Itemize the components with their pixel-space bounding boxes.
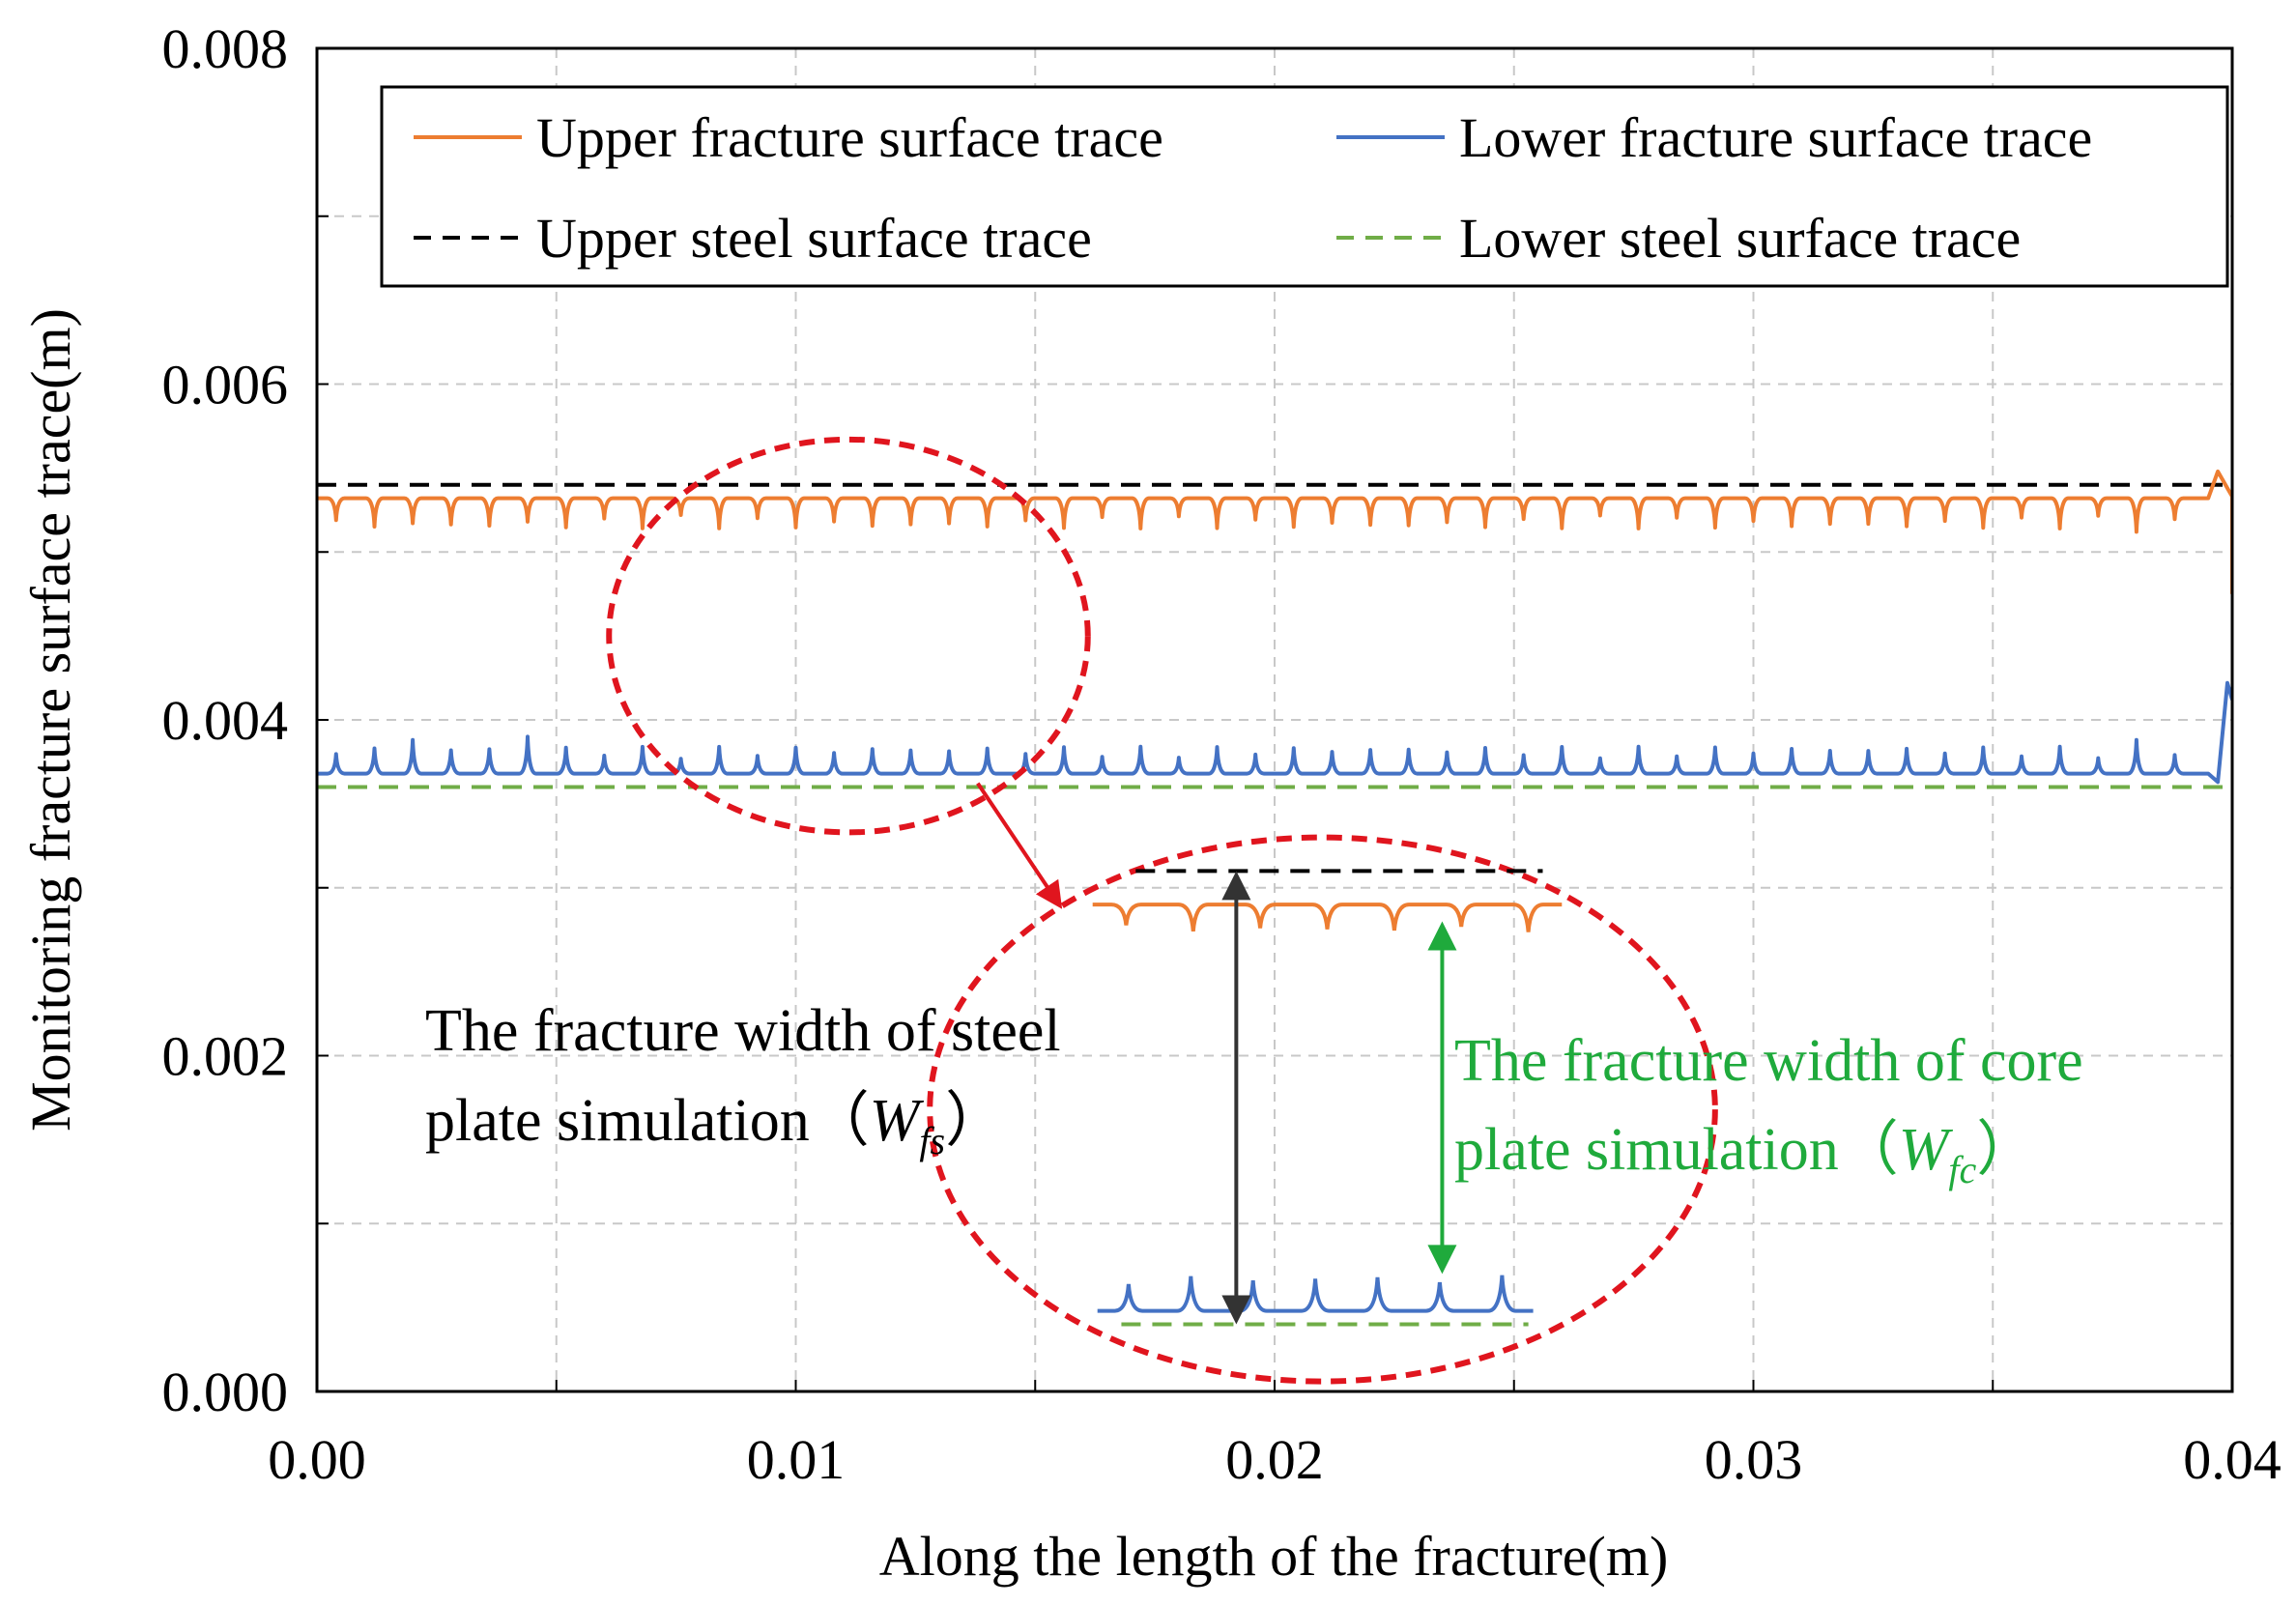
y-ticks: 0.000 0.002 0.004 0.006 0.008 (162, 17, 329, 1423)
y-tick-label: 0.002 (162, 1025, 289, 1088)
y-tick-label: 0.004 (162, 689, 289, 752)
core-width-symbol: W (1899, 1117, 1954, 1183)
steel-width-label-text: plate simulation（ (425, 1088, 870, 1154)
upper-fracture-trace-line (317, 469, 2232, 594)
y-tick-label: 0.006 (162, 354, 289, 416)
legend: Upper fracture surface trace Lower fract… (380, 85, 2229, 288)
legend-label-upper-steel: Upper steel surface trace (536, 207, 1092, 270)
zoom-upper-fracture-trace (1092, 903, 1563, 932)
core-width-arrow-head-top (1427, 921, 1457, 951)
legend-label-upper-fracture: Upper fracture surface trace (536, 106, 1163, 169)
x-tick-label: 0.02 (1225, 1428, 1324, 1491)
x-axis-label: Along the length of the fracture(m) (879, 1525, 1669, 1588)
core-width-label-line1: The fracture width of core (1454, 1028, 2083, 1094)
legend-label-lower-steel: Lower steel surface trace (1459, 207, 2021, 270)
lower-fracture-trace-line (317, 680, 2232, 785)
y-tick-label: 0.008 (162, 17, 289, 80)
steel-width-symbol: W (870, 1088, 925, 1154)
annotation-group: The fracture width of steel plate simula… (425, 436, 2083, 1385)
core-width-subscript: fc (1948, 1148, 1976, 1191)
series-group (317, 469, 2232, 789)
steel-width-subscript: fs (919, 1119, 945, 1162)
y-axis-label: Monitoring fracture surface trace(m) (19, 308, 82, 1132)
grid-lines (317, 48, 2232, 1391)
core-width-closing: ） (1976, 1117, 2036, 1183)
x-tick-label: 0.04 (2183, 1428, 2282, 1491)
core-width-label-text: plate simulation（ (1454, 1117, 1899, 1183)
x-tick-label: 0.03 (1705, 1428, 1803, 1491)
steel-width-arrow-head-top (1221, 871, 1251, 901)
core-width-label-line2: plate simulation（Wfc） (1454, 1117, 2036, 1191)
steel-width-label-line2: plate simulation（Wfs） (425, 1088, 1005, 1162)
x-tick-label: 0.01 (747, 1428, 846, 1491)
zoom-pointer-arrow (976, 782, 1063, 909)
x-ticks: 0.00 0.01 0.02 0.03 0.04 (268, 1380, 2282, 1491)
legend-box (380, 85, 2229, 288)
zoom-region-ellipse (927, 834, 1718, 1385)
x-tick-label: 0.00 (268, 1428, 366, 1491)
steel-width-arrow-head-bottom (1221, 1295, 1251, 1325)
source-region-ellipse (606, 436, 1091, 836)
y-tick-label: 0.000 (162, 1361, 289, 1423)
legend-label-lower-fracture: Lower fracture surface trace (1459, 106, 2092, 169)
steel-width-closing: ） (945, 1088, 1005, 1154)
core-width-arrow-head-bottom (1427, 1245, 1457, 1275)
steel-width-label-line1: The fracture width of steel (425, 998, 1061, 1064)
zoom-lower-fracture-trace (1097, 1275, 1534, 1313)
